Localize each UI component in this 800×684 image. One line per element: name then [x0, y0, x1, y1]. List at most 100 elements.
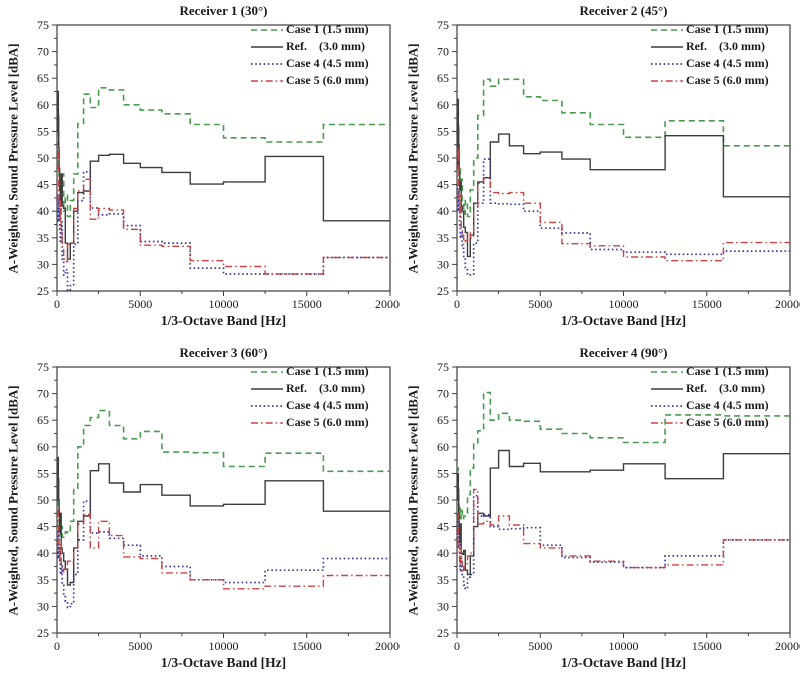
series-line-case4 [457, 494, 790, 590]
legend: Case 1 (1.5 mm) Ref. (3.0 mm) Case 4 (4.5 … [250, 21, 369, 89]
chart-title: Receiver 3 (60°) [179, 345, 268, 360]
y-tick-label: 60 [37, 98, 49, 112]
y-tick-label: 30 [437, 257, 449, 271]
legend-line-sample [251, 421, 283, 424]
series-line-case1 [457, 78, 790, 218]
y-tick-label: 45 [37, 178, 49, 192]
x-tick-label: 5000 [528, 297, 552, 311]
series-line-case5 [57, 509, 390, 590]
x-axis-ticks: 0 5000 10000 15000 20000 [54, 633, 400, 653]
legend-label: Ref. (3.0 mm) [686, 39, 765, 53]
series-line-ref [457, 98, 790, 258]
x-tick-label: 20000 [775, 639, 800, 653]
plot-area: 0 5000 10000 15000 20000 25 30 35 40 45 50 55 60 65 70… [37, 360, 400, 653]
legend-entry: Case 1 (1.5 mm) [250, 21, 369, 38]
y-tick-label: 75 [37, 18, 49, 32]
legend-line-sample [651, 45, 683, 48]
y-tick-label: 65 [37, 413, 49, 427]
y-tick-label: 70 [437, 45, 449, 59]
plot-area: 0 5000 10000 15000 20000 25 30 35 40 45 50 55 60 65 70… [437, 360, 800, 653]
series-group [57, 409, 390, 609]
series-line-case4 [457, 158, 790, 276]
legend-label: Case 5 (6.0 mm) [286, 73, 369, 87]
legend-entry: Ref. (3.0 mm) [250, 380, 369, 397]
legend-entry: Case 4 (4.5 mm) [650, 55, 769, 72]
legend-line-sample [651, 28, 683, 31]
legend-label: Ref. (3.0 mm) [286, 381, 365, 395]
y-tick-label: 45 [437, 178, 449, 192]
legend: Case 1 (1.5 mm) Ref. (3.0 mm) Case 4 (4.5 … [650, 21, 769, 89]
x-tick-label: 15000 [292, 639, 322, 653]
y-tick-label: 70 [37, 45, 49, 59]
series-group [57, 87, 390, 291]
x-tick-label: 0 [454, 297, 460, 311]
y-tick-label: 25 [37, 626, 49, 640]
y-tick-label: 70 [437, 387, 449, 401]
plot-area: 0 5000 10000 15000 20000 25 30 35 40 45 50 55 60 65 70… [37, 18, 400, 311]
y-tick-label: 25 [37, 284, 49, 298]
legend-line-sample [651, 421, 683, 424]
y-tick-label: 35 [437, 573, 449, 587]
legend-label: Case 4 (4.5 mm) [686, 398, 769, 412]
y-tick-label: 70 [37, 387, 49, 401]
x-tick-label: 15000 [292, 297, 322, 311]
legend-label: Case 4 (4.5 mm) [286, 398, 369, 412]
y-tick-label: 30 [37, 599, 49, 613]
y-tick-label: 50 [37, 151, 49, 165]
y-tick-label: 65 [437, 413, 449, 427]
y-tick-label: 75 [437, 360, 449, 374]
legend-entry: Case 5 (6.0 mm) [650, 414, 769, 431]
legend-entry: Case 1 (1.5 mm) [650, 363, 769, 380]
y-tick-label: 55 [437, 124, 449, 138]
legend-line-sample [251, 79, 283, 82]
y-tick-label: 60 [37, 440, 49, 454]
legend-line-sample [251, 387, 283, 390]
x-tick-label: 0 [54, 639, 60, 653]
x-tick-label: 20000 [375, 639, 400, 653]
series-line-case4 [57, 170, 390, 291]
x-tick-label: 10000 [209, 639, 239, 653]
y-tick-label: 35 [37, 231, 49, 245]
legend-entry: Case 1 (1.5 mm) [650, 21, 769, 38]
series-line-ref [57, 90, 390, 260]
y-tick-label: 50 [37, 493, 49, 507]
y-tick-label: 25 [437, 626, 449, 640]
chart-receiver-1: Receiver 1 (30°) A-Weighted, Sound Press… [0, 0, 401, 342]
y-tick-label: 55 [37, 466, 49, 480]
legend-entry: Case 4 (4.5 mm) [250, 397, 369, 414]
y-tick-label: 35 [437, 231, 449, 245]
x-axis-label: 1/3-Octave Band [Hz] [160, 313, 287, 328]
series-line-case1 [57, 87, 390, 218]
y-tick-label: 60 [437, 98, 449, 112]
series-group [457, 391, 790, 590]
legend-label: Case 4 (4.5 mm) [286, 56, 369, 70]
legend-line-sample [651, 370, 683, 373]
y-tick-label: 30 [37, 257, 49, 271]
y-tick-label: 50 [437, 493, 449, 507]
x-tick-label: 0 [54, 297, 60, 311]
legend-label: Ref. (3.0 mm) [686, 381, 765, 395]
x-tick-label: 10000 [609, 639, 639, 653]
y-axis-ticks: 25 30 35 40 45 50 55 60 65 70 75 [37, 360, 57, 640]
legend-entry: Case 4 (4.5 mm) [250, 55, 369, 72]
y-tick-label: 45 [37, 520, 49, 534]
chart-title: Receiver 4 (90°) [579, 345, 668, 360]
legend-line-sample [651, 387, 683, 390]
y-tick-label: 65 [437, 71, 449, 85]
x-tick-label: 20000 [775, 297, 800, 311]
chart-receiver-4: Receiver 4 (90°) A-Weighted, Sound Press… [400, 342, 800, 684]
series-line-case5 [457, 146, 790, 262]
y-tick-label: 30 [437, 599, 449, 613]
y-tick-label: 65 [37, 71, 49, 85]
y-tick-label: 40 [37, 204, 49, 218]
legend-label: Case 1 (1.5 mm) [286, 22, 369, 36]
y-axis-ticks: 25 30 35 40 45 50 55 60 65 70 75 [437, 18, 457, 298]
y-tick-label: 45 [437, 520, 449, 534]
series-line-case5 [57, 146, 390, 275]
legend-label: Case 5 (6.0 mm) [686, 73, 769, 87]
chart-receiver-3: Receiver 3 (60°) A-Weighted, Sound Press… [0, 342, 401, 684]
legend-line-sample [251, 404, 283, 407]
x-axis-label: 1/3-Octave Band [Hz] [160, 655, 287, 670]
